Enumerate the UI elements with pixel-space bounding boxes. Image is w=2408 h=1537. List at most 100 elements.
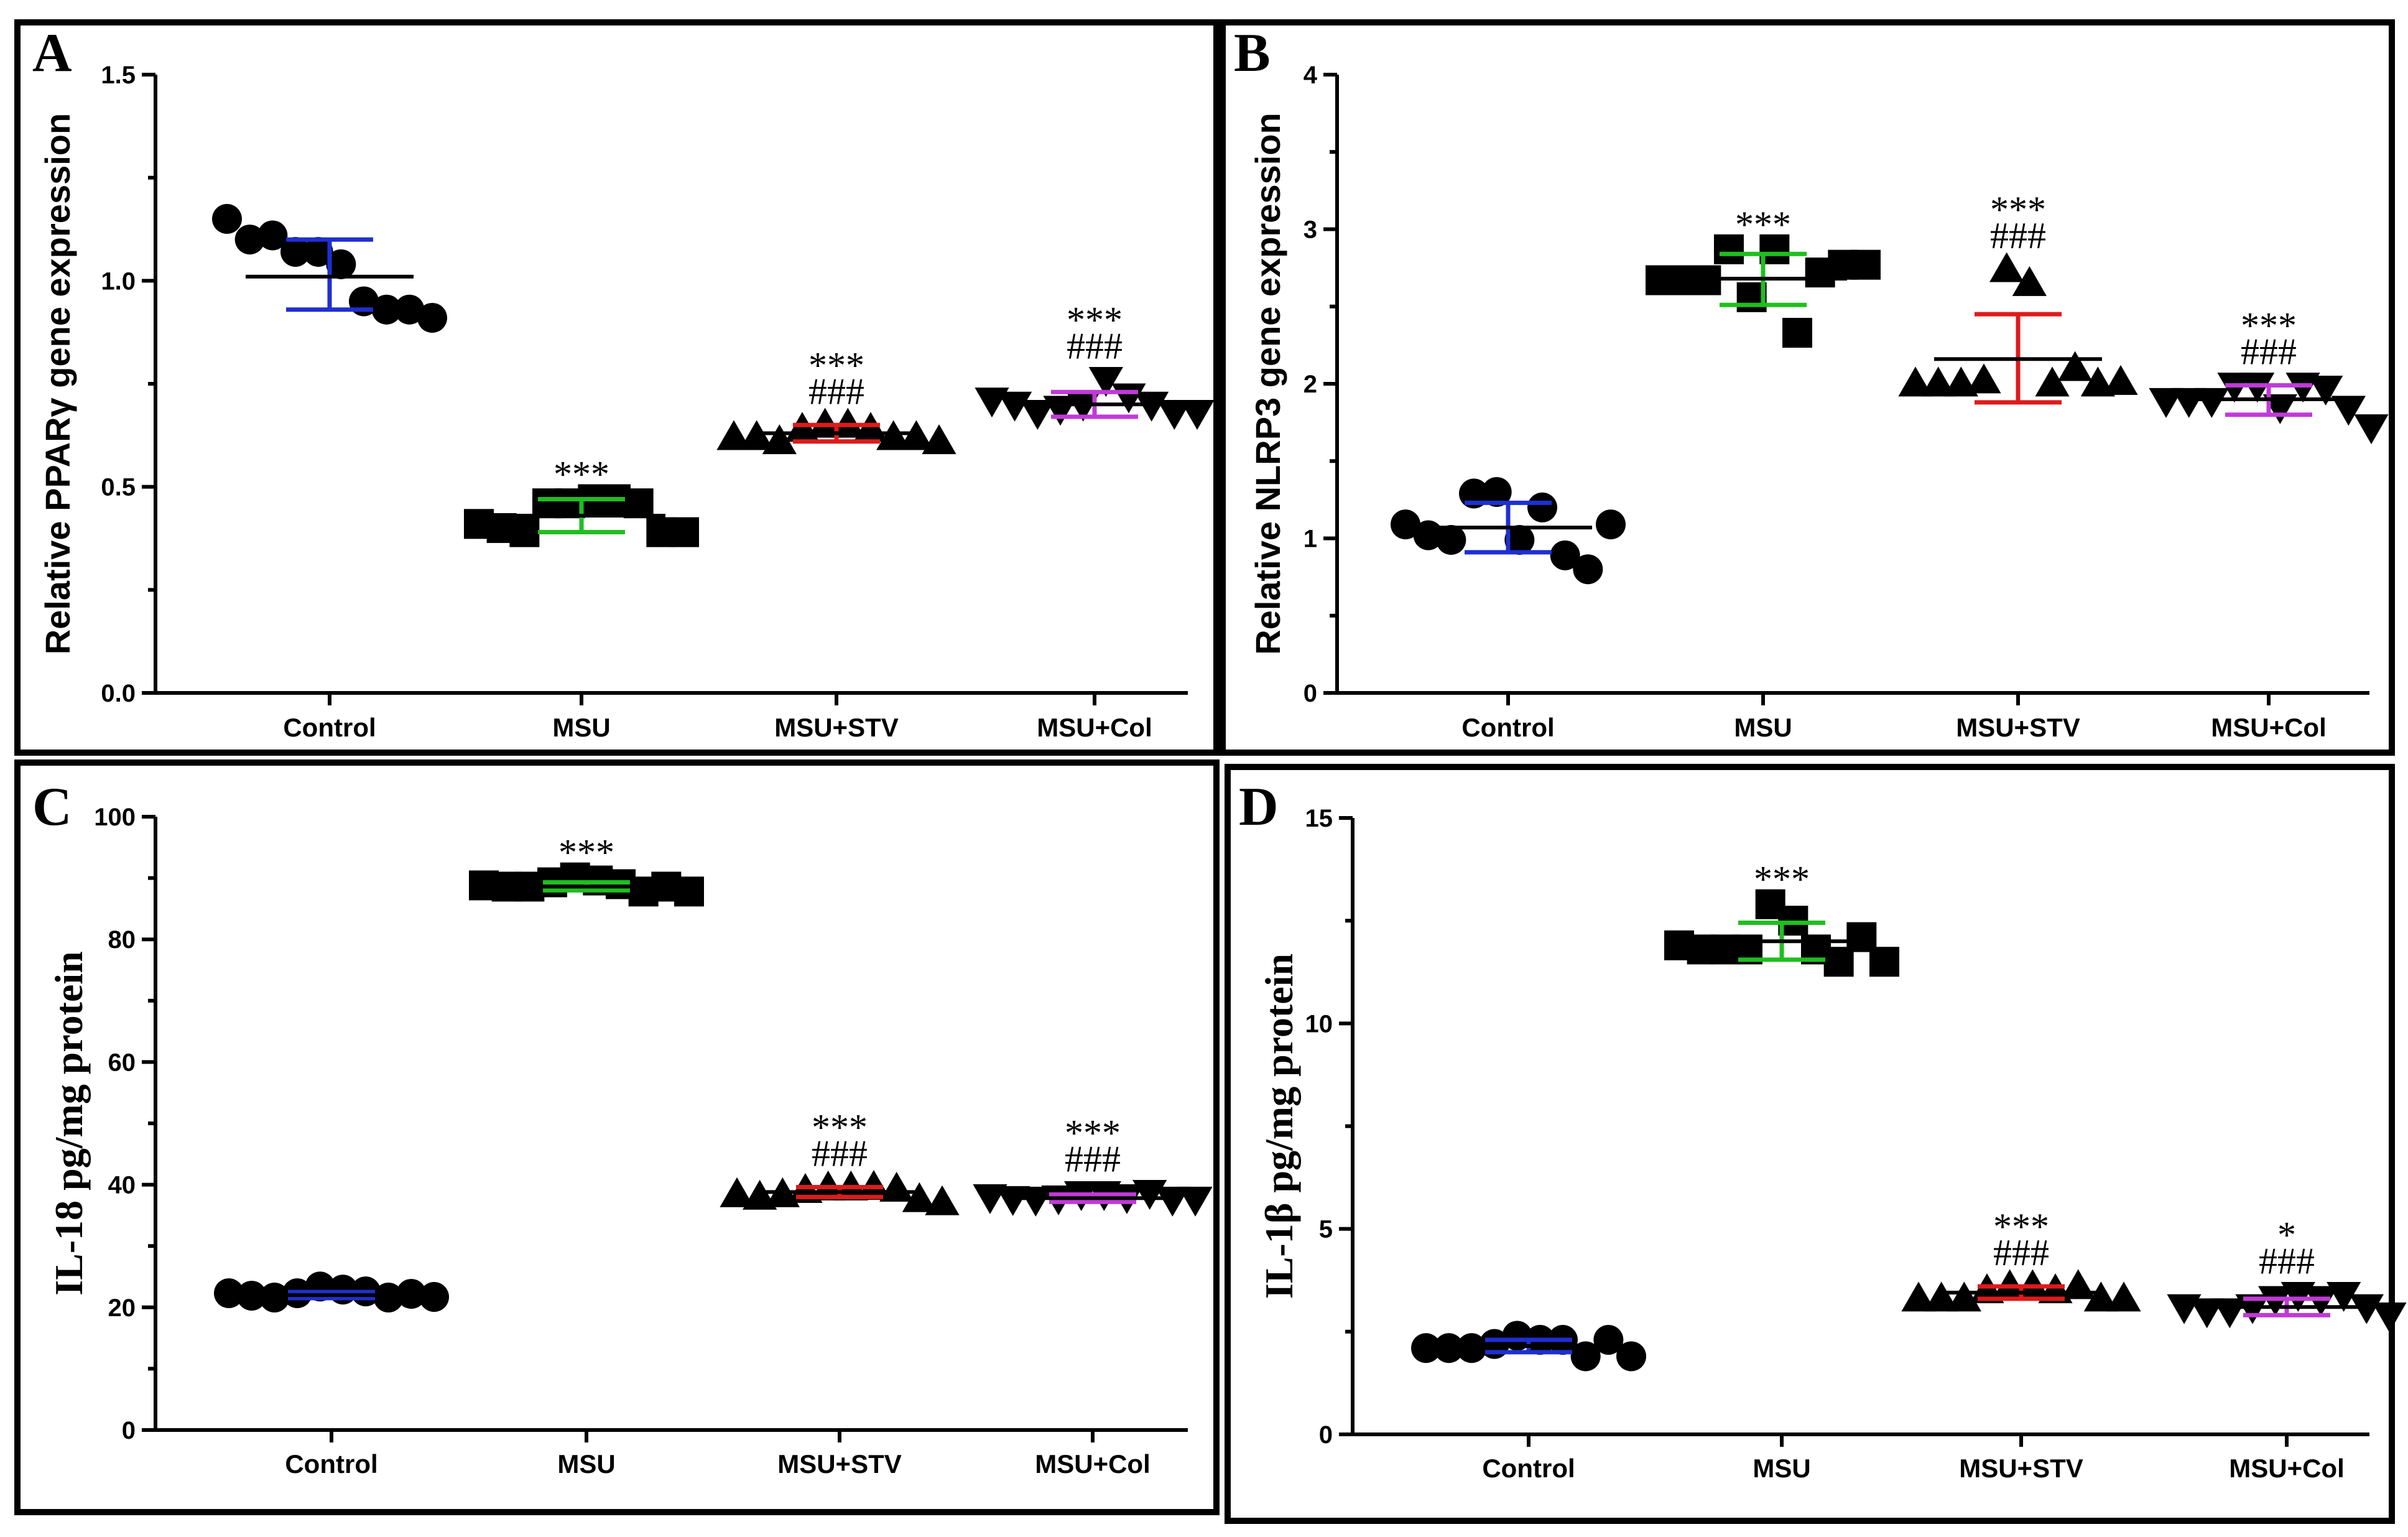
data-point xyxy=(2372,1303,2407,1333)
y-axis-label: IL-1β pg/mg protein xyxy=(1257,954,1301,1299)
data-point xyxy=(1596,509,1626,540)
y-axis-label: Relative NLRP3 gene expression xyxy=(1248,113,1287,654)
data-point xyxy=(902,1182,937,1212)
data-point xyxy=(1436,524,1466,555)
y-tick-label: 80 xyxy=(108,926,136,954)
data-point xyxy=(2354,414,2389,445)
data-point xyxy=(1018,1186,1053,1217)
significance-stars: *** xyxy=(1067,299,1123,340)
data-point xyxy=(830,407,865,438)
y-tick-label: 0 xyxy=(122,1417,136,1444)
significance-hash: ### xyxy=(1993,1232,2049,1273)
group-control xyxy=(212,203,447,333)
data-point xyxy=(2035,366,2070,397)
x-category-label: MSU xyxy=(1753,1454,1810,1483)
data-point xyxy=(394,294,425,325)
significance-hash: ### xyxy=(1990,215,2046,256)
y-tick-label: 5 xyxy=(1319,1216,1333,1243)
panel-d-frame xyxy=(1225,764,2395,1524)
panel-b-plot: 0 1 2 3 4 Relative NLRP3 gene expression Contr… xyxy=(1248,62,2389,742)
group-control xyxy=(1391,476,1626,585)
data-point xyxy=(2194,388,2229,418)
panel-c: C 0 20 40 60 80 100 IL-18 pg/mg protein Control… xyxy=(14,759,1220,1515)
panel-c-frame xyxy=(14,759,1220,1515)
group-msu-col: ###* xyxy=(2167,1214,2407,1333)
panel-a-letter: A xyxy=(32,23,72,83)
group-msu-stv: ###*** xyxy=(1901,1206,2141,1312)
data-point xyxy=(998,391,1032,422)
data-point xyxy=(2083,1281,2118,1312)
significance-hash: ### xyxy=(2241,331,2297,372)
data-point xyxy=(1134,391,1169,422)
y-tick-label: 3 xyxy=(1304,216,1317,244)
significance-stars: *** xyxy=(558,832,614,873)
data-point xyxy=(234,225,265,255)
data-point xyxy=(1947,1281,1981,1312)
data-point xyxy=(509,517,540,547)
data-point xyxy=(1504,524,1535,555)
panel-b-letter: B xyxy=(1234,23,1271,83)
data-point xyxy=(2331,396,2366,426)
panel-b-frame xyxy=(1220,19,2395,756)
y-tick-label: 4 xyxy=(1304,62,1318,89)
x-category-label: MSU+STV xyxy=(774,713,899,742)
panel-a-frame xyxy=(14,19,1220,756)
significance-stars: *** xyxy=(2241,305,2297,346)
data-point xyxy=(1155,1186,1190,1217)
significance-stars: *** xyxy=(808,345,864,386)
data-point xyxy=(417,302,447,333)
data-point xyxy=(1411,1333,1441,1363)
data-point xyxy=(720,1177,754,1207)
significance-hash: ### xyxy=(812,1133,868,1174)
data-point xyxy=(2149,388,2183,418)
significance-stars: *** xyxy=(1754,859,1810,900)
panel-b: B 0 1 2 3 4 Relative NLRP3 gene expression Con… xyxy=(1220,19,2395,756)
group-msu-stv: ###*** xyxy=(716,345,956,455)
panel-d-plot: 0 5 10 15 IL-1β pg/mg protein Control MSU MSU+S… xyxy=(1257,805,2407,1483)
significance-hash: ### xyxy=(2259,1240,2315,1281)
group-msu-col: ###*** xyxy=(975,299,1215,430)
data-point xyxy=(1157,399,1192,430)
y-tick-label: 20 xyxy=(108,1294,136,1322)
y-tick-label: 1.5 xyxy=(101,62,136,89)
data-point xyxy=(1527,492,1557,522)
data-point xyxy=(280,236,310,267)
data-point xyxy=(879,1171,914,1202)
y-tick-label: 2 xyxy=(1304,371,1317,398)
data-point xyxy=(2258,1286,2293,1316)
data-point xyxy=(259,1283,290,1313)
data-point xyxy=(419,1282,449,1312)
data-point xyxy=(1433,1333,1464,1363)
significance-hash: ### xyxy=(808,371,864,412)
panel-a: A 0.0 0.5 1.0 1.5 Relative PPARγ gene expres… xyxy=(14,19,1220,756)
data-point xyxy=(2262,394,2297,424)
data-point xyxy=(257,220,288,251)
data-point xyxy=(674,876,704,907)
x-category-label: MSU+STV xyxy=(1959,1454,2083,1483)
data-point xyxy=(1481,476,1512,507)
panel-c-letter: C xyxy=(32,777,72,837)
y-tick-label: 1 xyxy=(1304,526,1317,553)
data-point xyxy=(623,488,654,519)
group-msu: *** xyxy=(469,832,704,907)
data-point xyxy=(716,420,751,450)
x-category-label: Control xyxy=(1482,1454,1575,1483)
significance-hash: ### xyxy=(1067,325,1123,366)
group-control xyxy=(214,1271,449,1313)
data-point xyxy=(2217,373,2252,403)
data-point xyxy=(2308,376,2343,406)
data-point xyxy=(1966,363,2001,394)
data-point xyxy=(922,424,956,455)
x-category-label: MSU xyxy=(1734,713,1792,742)
group-msu-col: ###*** xyxy=(2149,305,2389,445)
data-point xyxy=(212,203,242,234)
x-category-label: MSU+Col xyxy=(1037,713,1152,742)
data-point xyxy=(2172,388,2207,418)
data-point xyxy=(1573,554,1603,585)
data-point xyxy=(876,420,911,450)
data-point xyxy=(1502,1321,1532,1351)
data-point xyxy=(2080,366,2115,397)
y-tick-label: 15 xyxy=(1305,805,1333,832)
data-point xyxy=(1020,399,1055,430)
data-point xyxy=(2304,1286,2338,1316)
